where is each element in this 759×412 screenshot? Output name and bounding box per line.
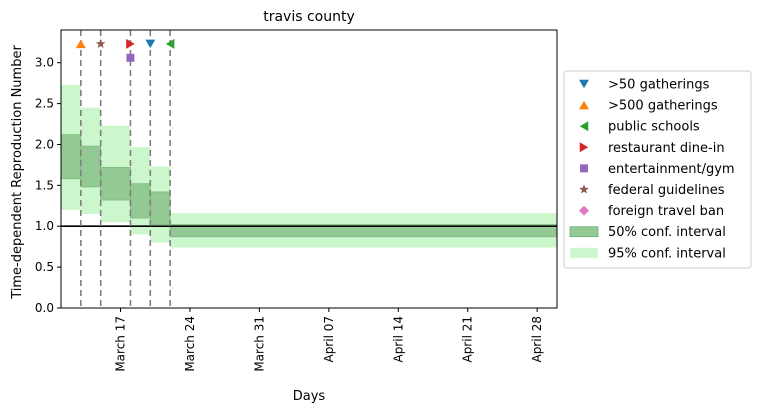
x-tick-label: March 24: [183, 316, 197, 372]
legend-label: 95% conf. interval: [608, 246, 726, 261]
legend: >50 gatherings >500 gatherings public scho…: [563, 70, 752, 269]
legend-label: public schools: [608, 120, 700, 135]
legend-swatch: [570, 247, 598, 258]
legend-label: restaurant dine-in: [608, 141, 725, 156]
legend-marker: [579, 121, 589, 132]
y-tick-label: 2.5: [35, 97, 54, 111]
ci50-band-0: [60, 134, 82, 180]
x-axis: March 17 March 24 March 31 April 07 April 14…: [114, 308, 544, 372]
legend-marker: [579, 100, 589, 110]
legend-marker: [579, 205, 589, 216]
ci50-band-4: [149, 191, 171, 225]
y-tick-label: 3.0: [35, 56, 54, 70]
event-marker-3: [126, 53, 135, 62]
y-tick-label: 2.0: [35, 137, 54, 151]
y-axis: 0.0 0.5 1.0 1.5 2.0 2.5 3.0: [35, 56, 61, 315]
x-tick-label: April 14: [391, 316, 405, 363]
plot-frame: [60, 29, 558, 309]
x-axis-label: Days: [293, 389, 326, 404]
legend-label: federal guidelines: [608, 183, 725, 198]
x-tick-label: April 07: [322, 316, 336, 363]
ci50-band-2: [100, 167, 131, 201]
x-tick-label: March 17: [114, 316, 128, 372]
legend-marker: [580, 164, 588, 173]
y-tick-label: 1.5: [35, 178, 54, 192]
legend-box: [563, 70, 752, 269]
y-tick-label: 1.0: [35, 219, 54, 233]
legend-label: entertainment/gym: [608, 162, 735, 177]
x-tick-label: April 21: [461, 316, 475, 363]
legend-marker: [579, 184, 589, 194]
y-tick-label: 0.5: [35, 260, 54, 274]
event-marker-5: [165, 38, 175, 49]
chart-title: travis county: [263, 9, 355, 25]
y-axis-label: Time-dependent Reproduction Number: [10, 45, 25, 300]
legend-swatch: [569, 226, 599, 238]
legend-label: >500 gatherings: [608, 99, 718, 114]
legend-label: 50% conf. interval: [608, 225, 726, 240]
ci50-band-1: [80, 145, 101, 188]
event-marker-1: [95, 38, 106, 48]
plot-area: [60, 29, 558, 309]
ci50-band-3: [130, 183, 151, 219]
event-marker-2: [126, 38, 135, 49]
legend-marker: [579, 142, 589, 153]
x-tick-label: April 28: [530, 316, 544, 363]
event-marker-0: [75, 39, 86, 49]
event-marker-4: [145, 39, 156, 49]
legend-label: >50 gatherings: [608, 78, 710, 93]
y-tick-label: 0.0: [35, 301, 54, 315]
legend-marker: [579, 79, 589, 89]
x-tick-label: March 31: [252, 316, 266, 372]
legend-label: foreign travel ban: [608, 204, 724, 219]
